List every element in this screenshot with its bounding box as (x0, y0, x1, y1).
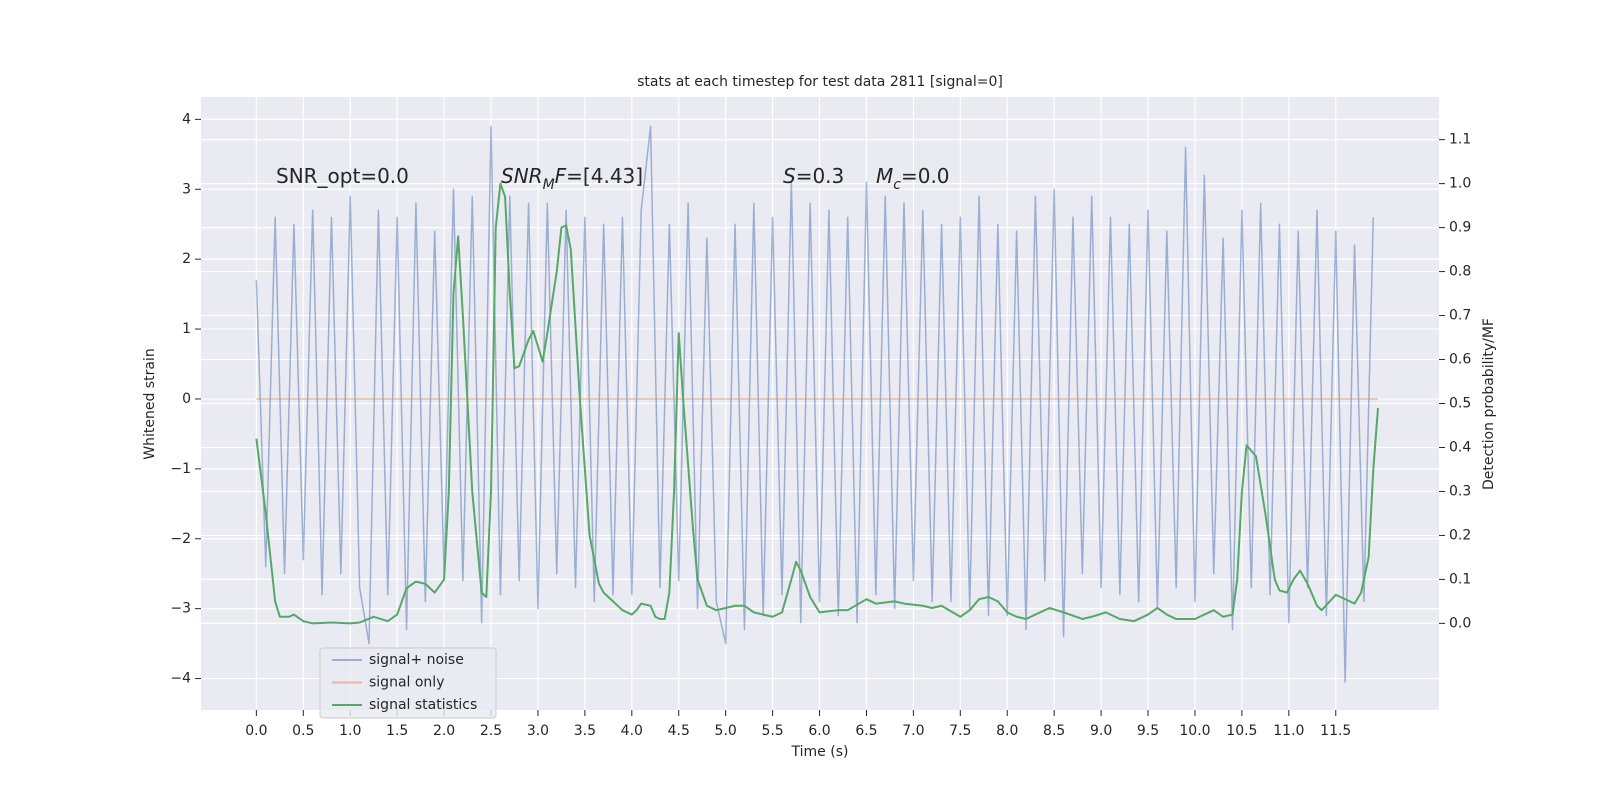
y2-tick-label: 0.9 (1449, 220, 1471, 236)
y-tick-label: 2 (182, 251, 191, 267)
legend-label: signal statistics (369, 697, 477, 713)
series-line (255, 125, 1375, 683)
x-axis-label: Time (s) (791, 744, 849, 760)
annotation: SNR_opt=0.0 (276, 164, 409, 188)
legend-label: signal only (369, 675, 444, 691)
x-tick-label: 9.5 (1137, 723, 1159, 739)
y2-axis-label: Detection probability/MF (1481, 318, 1497, 490)
y-tick-label: −2 (170, 531, 191, 547)
y2-tick-label: 1.1 (1449, 132, 1471, 148)
annotation-part: SNR_opt=0.0 (276, 164, 409, 188)
x-tick-label: 0.5 (292, 723, 314, 739)
x-tick-label: 2.0 (433, 723, 455, 739)
annotation: SNRMF=[4.43] (501, 164, 643, 194)
y2-tick-label: 0.3 (1449, 483, 1471, 499)
annotation-part: F (555, 164, 567, 188)
annotation: Mc=0.0 (876, 164, 950, 194)
x-tick-label: 11.0 (1273, 723, 1304, 739)
x-tick-label: 5.0 (715, 723, 737, 739)
x-tick-label: 9.0 (1090, 723, 1112, 739)
x-tick-label: 0.0 (245, 723, 267, 739)
legend-label: signal+ noise (369, 652, 464, 668)
y2-tick-label: 0.2 (1449, 527, 1471, 543)
annotation-part: M (543, 177, 555, 193)
y-tick-label: −4 (170, 671, 191, 687)
x-tick-label: 1.5 (386, 723, 408, 739)
y2-tick-label: 0.0 (1449, 615, 1471, 631)
legend-box (319, 647, 497, 719)
y2-tick-label: 0.7 (1449, 308, 1471, 324)
y-tick-label: 1 (182, 321, 191, 337)
x-tick-label: 8.5 (1043, 723, 1065, 739)
x-tick-label: 6.5 (855, 723, 877, 739)
x-tick-label: 4.0 (621, 723, 643, 739)
x-tick-label: 4.5 (668, 723, 690, 739)
y2-tick-label: 0.1 (1449, 571, 1471, 587)
y2-tick-label: 0.4 (1449, 439, 1471, 455)
annotation-part: =0.3 (796, 164, 845, 188)
annotation-part: =0.0 (901, 164, 950, 188)
annotation-part: SNR (501, 164, 543, 188)
annotation-part: c (893, 177, 901, 193)
y2-tick-label: 0.6 (1449, 352, 1471, 368)
x-tick-label: 7.5 (949, 723, 971, 739)
y-tick-label: 3 (182, 181, 191, 197)
annotation-part: M (876, 164, 893, 188)
y2-tick-label: 0.8 (1449, 264, 1471, 280)
x-tick-label: 5.5 (761, 723, 783, 739)
y-tick-label: −1 (170, 461, 191, 477)
x-tick-label: 10.5 (1226, 723, 1257, 739)
annotation: S=0.3 (783, 164, 844, 188)
x-tick-label: 2.5 (480, 723, 502, 739)
chart-title: stats at each timestep for test data 281… (637, 74, 1003, 90)
x-tick-label: 10.0 (1179, 723, 1210, 739)
y-tick-label: 0 (182, 391, 191, 407)
x-tick-label: 7.0 (902, 723, 924, 739)
y-tick-label: −3 (170, 601, 191, 617)
x-tick-label: 1.0 (339, 723, 361, 739)
x-tick-label: 8.0 (996, 723, 1018, 739)
x-tick-label: 6.0 (808, 723, 830, 739)
y-tick-label: 4 (182, 111, 191, 127)
series-line (255, 182, 1379, 625)
x-tick-label: 3.0 (527, 723, 549, 739)
y2-tick-label: 1.0 (1449, 176, 1471, 192)
annotation-part: S (783, 164, 796, 188)
y2-tick-label: 0.5 (1449, 396, 1471, 412)
x-tick-label: 3.5 (574, 723, 596, 739)
annotation-part: =[4.43] (566, 164, 643, 188)
x-tick-label: 11.5 (1320, 723, 1351, 739)
y-axis-label: Whitened strain (142, 348, 158, 459)
